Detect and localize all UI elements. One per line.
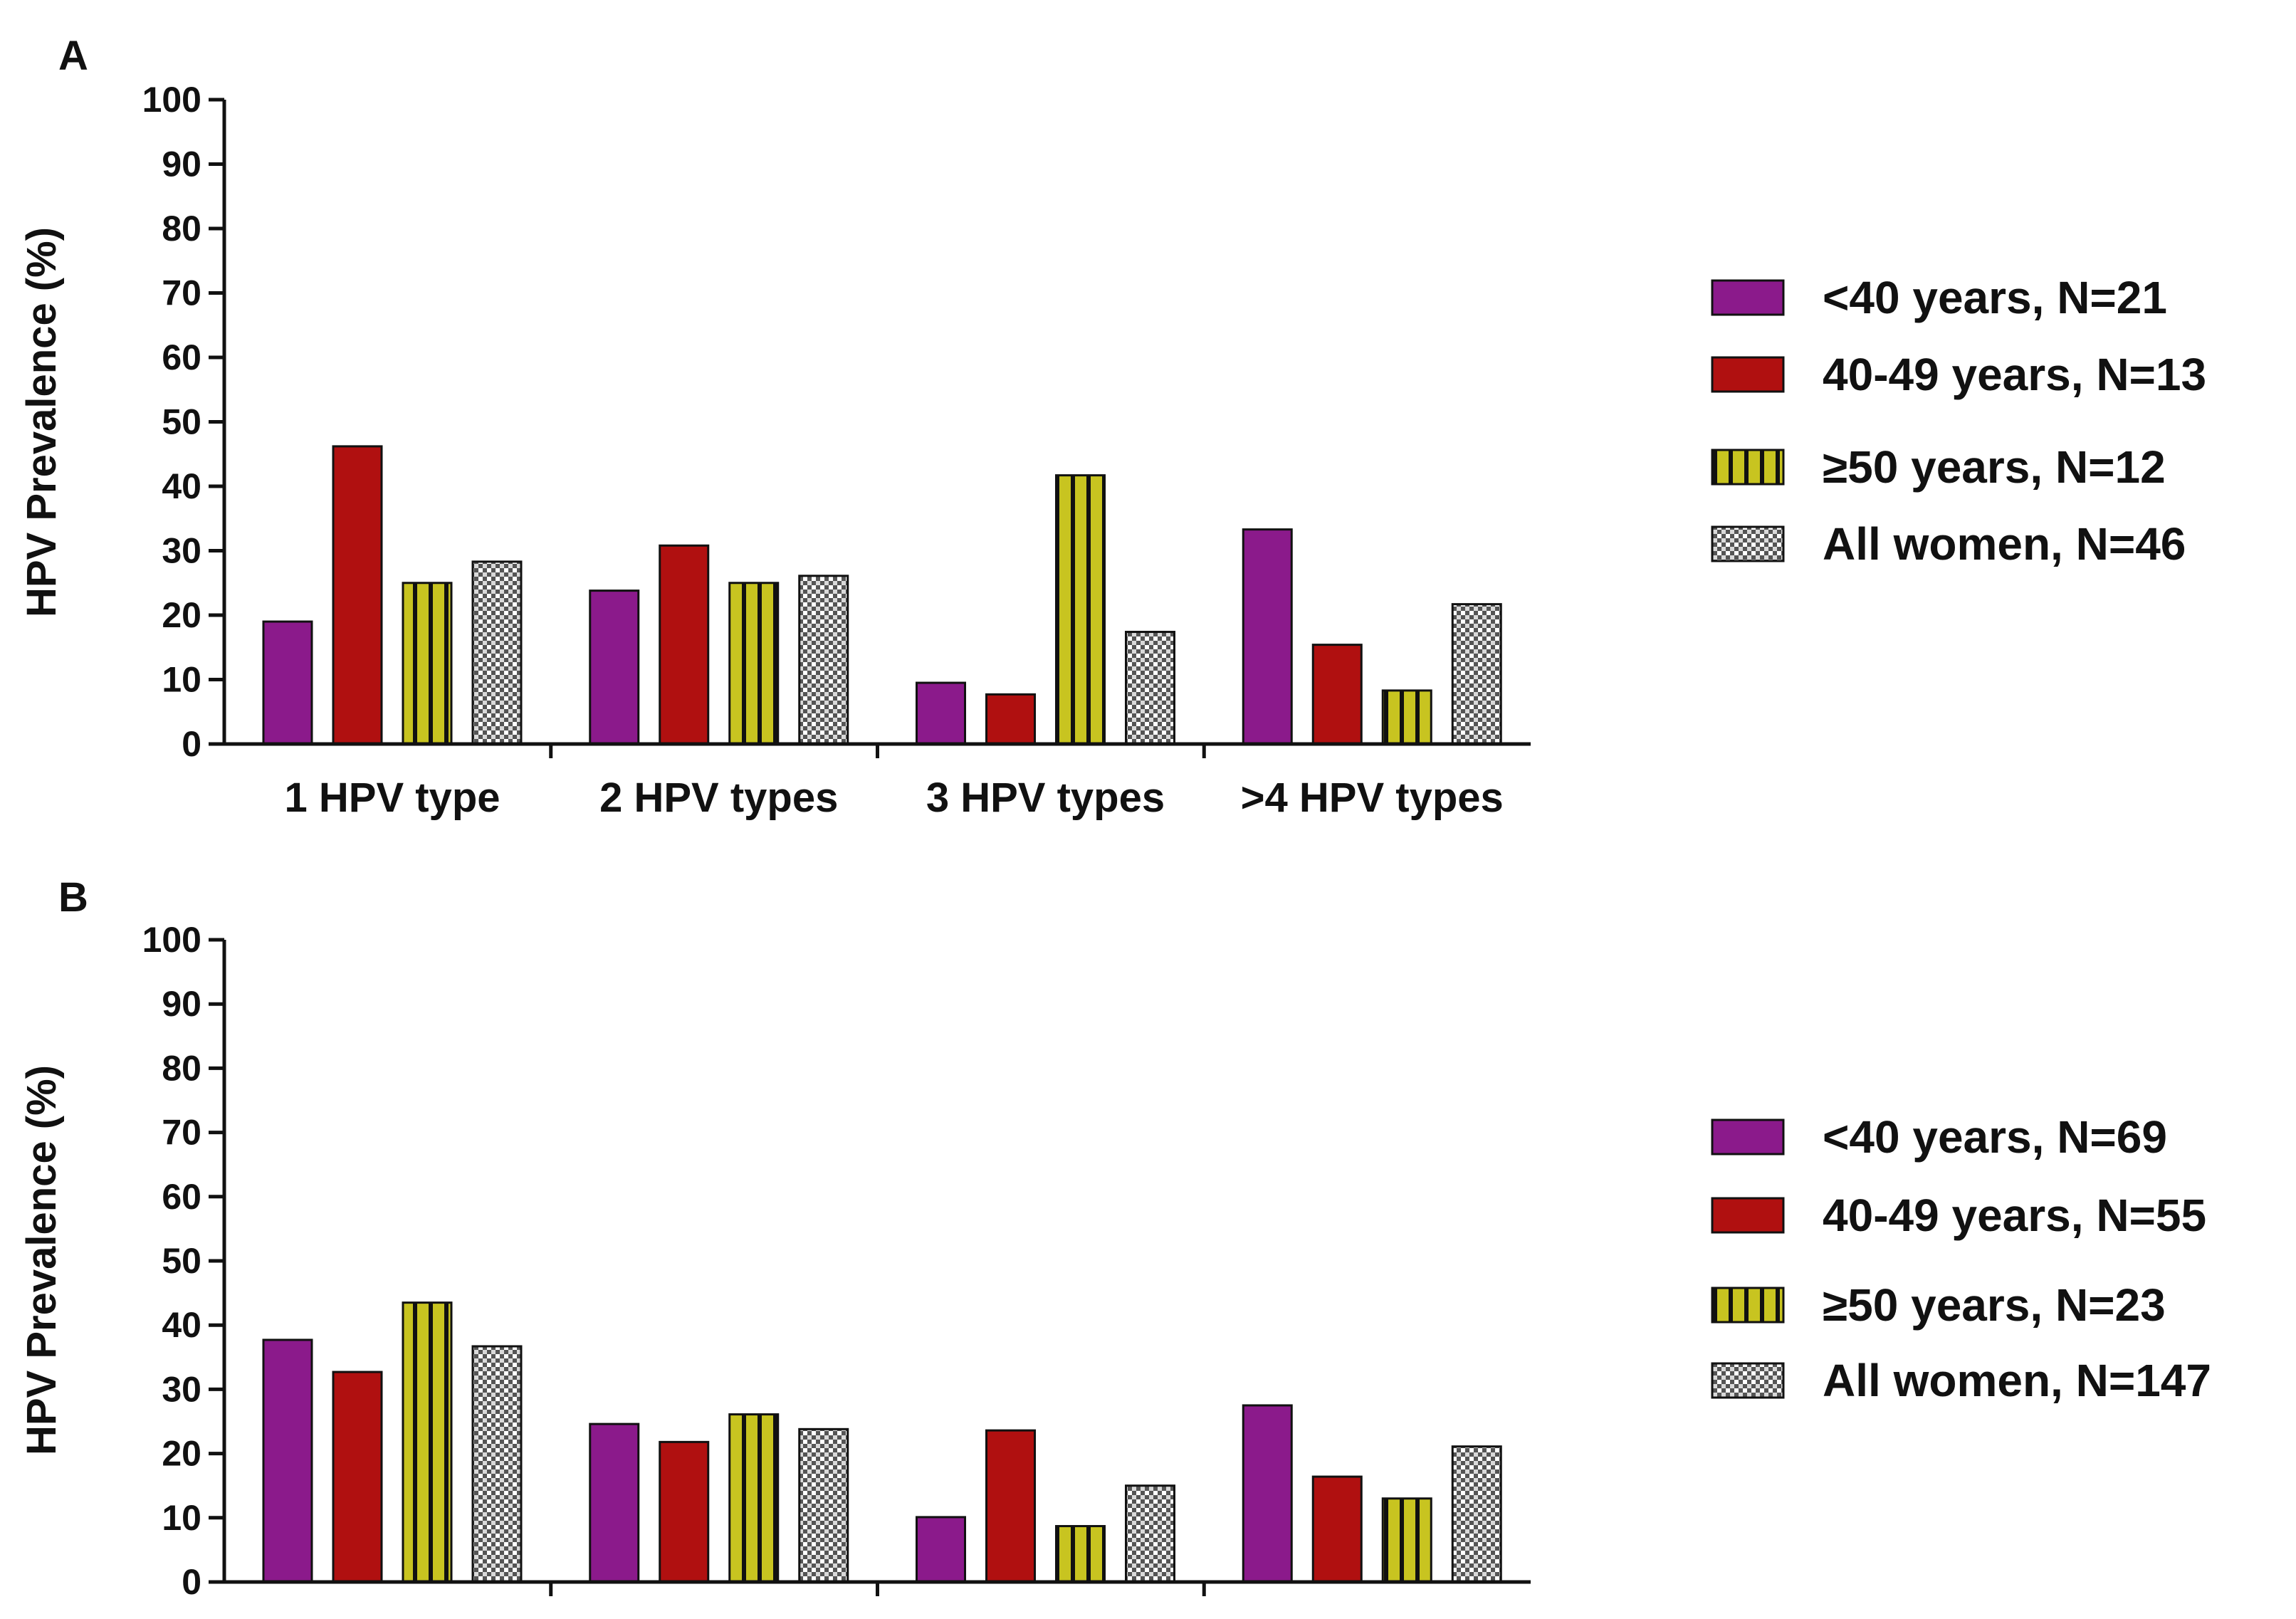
- legend-label-age40_49: 40-49 years, N=55: [1823, 1190, 2206, 1241]
- y-tick-label: 0: [182, 1562, 201, 1602]
- bar-age50plus-1: [402, 1301, 453, 1583]
- bar-age40_49-3: [985, 1429, 1036, 1583]
- y-tick-label: 80: [162, 1048, 201, 1088]
- y-tick-label: 30: [162, 531, 201, 571]
- bar-all_women-2: [798, 1427, 849, 1583]
- bar-all_women-1: [471, 560, 523, 745]
- bar-under40-1: [262, 620, 313, 745]
- legend-swatch-age50plus: [1711, 449, 1785, 486]
- bar-age40_49-1: [332, 445, 383, 745]
- legend-swatch-age40_49: [1711, 1197, 1785, 1234]
- bar-age50plus-2: [728, 582, 780, 745]
- y-tick-label: 0: [182, 724, 201, 764]
- bar-all_women-4: [1451, 603, 1502, 745]
- bar-under40-3: [916, 1516, 966, 1583]
- y-tick-label: 80: [162, 209, 201, 248]
- bar-age40_49-2: [659, 1440, 710, 1583]
- bar-all_women-4: [1451, 1445, 1502, 1583]
- panel-label: B: [58, 874, 88, 921]
- bar-age40_49-2: [659, 544, 710, 745]
- legend-label-age50plus: ≥50 years, N=12: [1823, 441, 2166, 493]
- bar-age40_49-1: [332, 1371, 383, 1583]
- bar-age50plus-2: [728, 1413, 780, 1583]
- y-tick-label: 70: [162, 273, 201, 313]
- legend-label-age50plus: ≥50 years, N=23: [1823, 1279, 2166, 1331]
- legend-swatch-under40: [1711, 279, 1785, 316]
- y-tick-label: 20: [162, 1434, 201, 1474]
- y-tick-label: 50: [162, 402, 201, 442]
- category-label: 3 HPV types: [926, 775, 1165, 821]
- y-tick-label: 20: [162, 595, 201, 635]
- y-tick-label: 100: [142, 80, 201, 120]
- category-label: 2 HPV types: [599, 775, 838, 821]
- legend: <40 years, N=21 40-49 years, N=13 ≥50 year…: [1711, 272, 2206, 570]
- legend-label-age40_49: 40-49 years, N=13: [1823, 349, 2206, 400]
- y-tick-label: 60: [162, 337, 201, 377]
- bar-age50plus-3: [1055, 1525, 1106, 1583]
- bar-all_women-3: [1125, 631, 1175, 745]
- legend-label-all_women: All women, N=147: [1823, 1355, 2211, 1406]
- bar-under40-1: [262, 1338, 313, 1583]
- chart-panel-a: A HPV Prevalence (%) 1 HPV type 2 HPV types…: [19, 33, 2206, 821]
- legend-swatch-all_women: [1711, 1362, 1785, 1399]
- y-axis-label: HPV Prevalence (%): [19, 227, 65, 617]
- bar-under40-2: [589, 590, 640, 745]
- bar-all_women-3: [1125, 1484, 1175, 1583]
- bar-age40_49-4: [1311, 1475, 1363, 1583]
- y-tick-label: 90: [162, 145, 201, 184]
- category-label: 1 HPV type: [285, 775, 500, 821]
- legend-swatch-age50plus: [1711, 1287, 1785, 1324]
- bar-all_women-1: [471, 1345, 523, 1583]
- legend-swatch-all_women: [1711, 525, 1785, 562]
- y-tick-label: 40: [162, 1305, 201, 1345]
- bar-age50plus-4: [1381, 689, 1432, 745]
- legend-label-all_women: All women, N=46: [1823, 518, 2186, 570]
- y-tick-label: 100: [142, 920, 201, 960]
- y-tick-label: 10: [162, 660, 201, 700]
- bar-age50plus-4: [1381, 1497, 1432, 1583]
- y-tick-label: 10: [162, 1498, 201, 1538]
- y-tick-label: 50: [162, 1241, 201, 1281]
- y-axis-label: HPV Prevalence (%): [19, 1065, 65, 1455]
- y-tick-label: 70: [162, 1113, 201, 1153]
- bar-age50plus-3: [1055, 474, 1106, 745]
- bar-age40_49-3: [985, 693, 1036, 745]
- category-label: >4 HPV types: [1241, 775, 1504, 821]
- legend-label-under40: <40 years, N=69: [1823, 1111, 2167, 1163]
- bar-all_women-2: [798, 575, 849, 745]
- bar-under40-4: [1242, 1404, 1293, 1583]
- legend: <40 years, N=69 40-49 years, N=55 ≥50 year…: [1711, 1111, 2211, 1406]
- chart-panel-b: B HPV Prevalence (%) 0 10 20 30 40 50 60 70 80 90 10…: [19, 874, 2211, 1602]
- legend-label-under40: <40 years, N=21: [1823, 272, 2167, 323]
- bar-under40-3: [916, 681, 966, 745]
- panel-label: A: [58, 33, 88, 79]
- legend-swatch-age40_49: [1711, 356, 1785, 393]
- y-tick-label: 30: [162, 1369, 201, 1409]
- bar-age50plus-1: [402, 582, 453, 745]
- legend-swatch-under40: [1711, 1118, 1785, 1156]
- bar-age40_49-4: [1311, 644, 1363, 745]
- bar-under40-4: [1242, 528, 1293, 745]
- y-tick-label: 60: [162, 1177, 201, 1217]
- y-tick-label: 90: [162, 984, 201, 1024]
- y-tick-label: 40: [162, 466, 201, 506]
- bar-under40-2: [589, 1422, 640, 1583]
